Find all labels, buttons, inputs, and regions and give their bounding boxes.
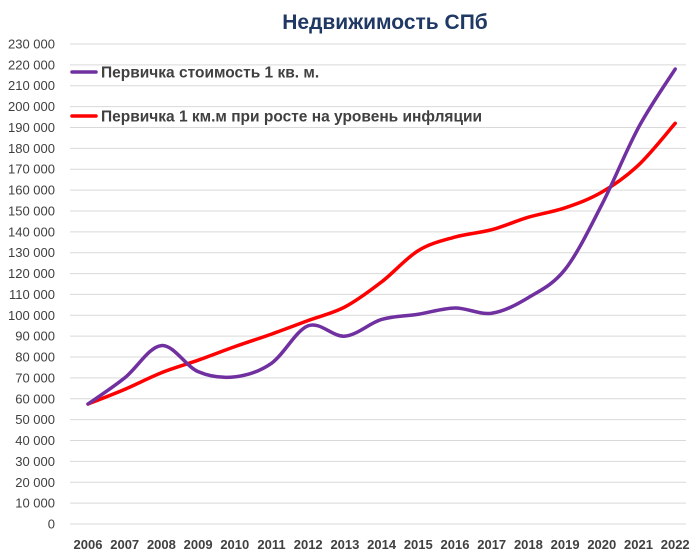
x-tick-label: 2015	[404, 537, 433, 552]
y-axis: 0 10 000 20 000 30 000 40 000 50 000 60 000 70 …	[8, 37, 55, 532]
x-tick-label: 2006	[74, 537, 103, 552]
y-tick-label: 130 000	[8, 245, 55, 260]
legend-label: Первичка стоимость 1 кв. м.	[101, 65, 319, 82]
x-tick-label: 2007	[110, 537, 139, 552]
series-line-inflation-adjusted	[86, 121, 677, 406]
series-line-primary-price	[86, 67, 677, 406]
x-tick-label: 2008	[147, 537, 176, 552]
x-tick-label: 2009	[184, 537, 213, 552]
x-tick-label: 2013	[330, 537, 359, 552]
y-tick-label: 220 000	[8, 57, 55, 72]
x-tick-label: 2012	[294, 537, 323, 552]
x-tick-label: 2014	[367, 537, 397, 552]
y-tick-label: 70 000	[15, 370, 55, 385]
y-tick-label: 180 000	[8, 141, 55, 156]
x-tick-label: 2011	[257, 537, 285, 552]
legend-label: Первичка 1 км.м при росте на уровень инф…	[101, 109, 482, 126]
y-tick-label: 30 000	[15, 454, 55, 469]
y-tick-label: 40 000	[15, 433, 55, 448]
y-tick-label: 20 000	[15, 475, 55, 490]
x-tick-label: 2020	[587, 537, 616, 552]
y-tick-label: 210 000	[8, 78, 55, 93]
x-tick-label: 2018	[514, 537, 543, 552]
y-tick-label: 170 000	[8, 162, 55, 177]
chart-title: Недвижимость СПб	[282, 11, 488, 34]
y-tick-label: 230 000	[8, 37, 55, 52]
y-tick-label: 60 000	[15, 391, 55, 406]
y-tick-label: 10 000	[15, 496, 55, 511]
y-tick-label: 0	[48, 517, 55, 532]
x-tick-label: 2022	[661, 537, 690, 552]
x-axis: 2006 2007 2008 2009 2010 2011 2012 2013 2014 2015…	[74, 537, 690, 552]
y-tick-label: 50 000	[15, 412, 55, 427]
y-tick-label: 150 000	[8, 203, 55, 218]
series-lines	[86, 67, 677, 406]
y-tick-label: 110 000	[9, 287, 55, 302]
x-tick-label: 2010	[220, 537, 249, 552]
y-tick-label: 200 000	[8, 99, 55, 114]
y-tick-label: 80 000	[15, 350, 55, 365]
legend: Первичка стоимость 1 кв. м. Первичка 1 км…	[70, 65, 482, 126]
x-tick-label: 2017	[477, 537, 506, 552]
gridlines	[70, 43, 686, 525]
y-tick-label: 120 000	[8, 266, 55, 281]
x-tick-label: 2021	[624, 537, 653, 552]
y-tick-label: 90 000	[15, 329, 55, 344]
y-tick-label: 100 000	[8, 308, 55, 323]
y-tick-label: 140 000	[8, 224, 55, 239]
x-tick-label: 2016	[441, 537, 470, 552]
y-tick-label: 190 000	[8, 120, 55, 135]
x-tick-label: 2019	[551, 537, 580, 552]
y-tick-label: 160 000	[8, 183, 55, 198]
